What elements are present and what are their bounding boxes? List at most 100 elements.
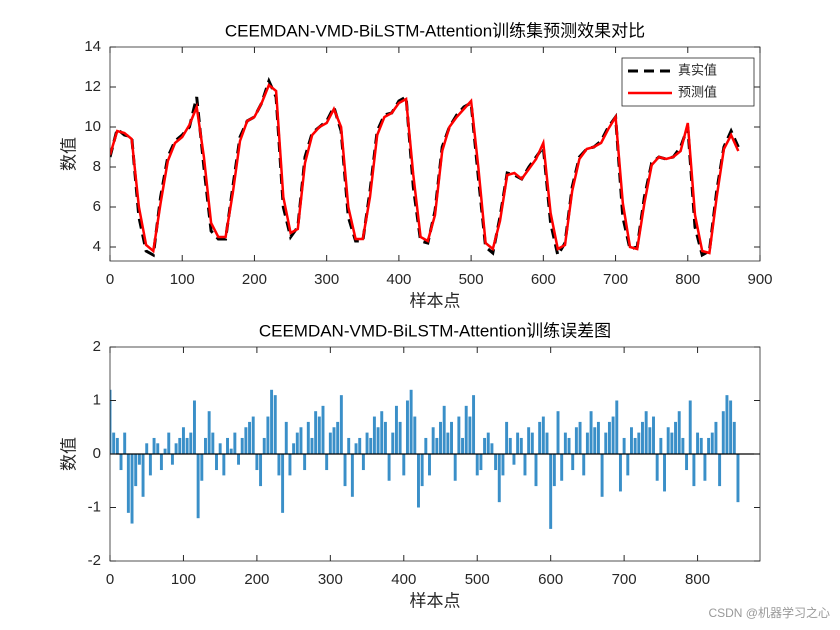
error-bar <box>262 437 266 454</box>
y-axis-label: 数值 <box>59 437 78 471</box>
error-bar <box>226 437 229 454</box>
error-bar <box>534 454 538 487</box>
y-tick-label: 6 <box>93 198 101 215</box>
legend-box <box>621 57 755 107</box>
error-bar <box>240 437 244 454</box>
error-bar <box>387 454 391 481</box>
error-bar <box>380 411 384 454</box>
error-bar <box>292 443 296 454</box>
error-bar <box>446 432 450 454</box>
error-bar <box>626 454 630 476</box>
error-bar <box>596 421 600 454</box>
error-bar <box>178 437 182 454</box>
error-bar <box>707 437 711 454</box>
x-tick-label: 400 <box>386 271 411 288</box>
error-bar <box>123 432 127 454</box>
error-bar <box>413 416 417 454</box>
error-bar <box>585 432 589 454</box>
error-bar <box>405 400 409 454</box>
error-bar <box>710 432 714 454</box>
error-bar <box>490 443 494 454</box>
error-bar <box>461 437 465 454</box>
error-bar <box>659 437 663 454</box>
error-bar <box>435 437 439 454</box>
x-tick-label: 700 <box>612 571 637 588</box>
error-bar <box>152 437 156 454</box>
y-tick-label: 10 <box>84 118 101 135</box>
error-bar <box>115 437 119 454</box>
error-bar <box>523 454 527 476</box>
error-bar <box>483 437 487 454</box>
error-bar <box>126 454 130 513</box>
y-axis-label: 数值 <box>59 137 78 171</box>
error-bar <box>644 411 648 454</box>
error-bar <box>229 448 233 454</box>
x-tick-label: 900 <box>747 271 772 288</box>
error-bar <box>266 416 270 454</box>
chart-title: CEEMDAN-VMD-BiLSTM-Attention训练误差图 <box>259 321 611 340</box>
axes-frame <box>109 46 761 262</box>
error-bar <box>442 405 446 454</box>
error-bar <box>475 454 479 476</box>
error-bar <box>604 432 608 454</box>
error-bar <box>211 432 215 454</box>
error-bar <box>383 421 387 454</box>
error-bar <box>681 437 685 454</box>
error-bar <box>167 432 171 454</box>
error-bar <box>729 400 733 454</box>
error-bar <box>600 454 604 497</box>
error-bar <box>692 454 696 487</box>
error-bar <box>516 432 520 454</box>
error-bar <box>358 437 362 454</box>
y-tick-label: 2 <box>93 338 101 355</box>
error-bar <box>130 454 134 524</box>
error-bar <box>181 427 185 454</box>
error-bar <box>571 454 575 471</box>
error-bar <box>457 416 461 454</box>
error-bar <box>365 432 369 454</box>
plot-layer <box>110 389 760 529</box>
error-bar <box>259 454 263 487</box>
error-bar <box>391 432 395 454</box>
error-bar <box>372 416 376 454</box>
error-bar <box>718 454 722 487</box>
error-bar <box>354 443 358 454</box>
error-bar <box>607 421 611 454</box>
error-bar <box>494 454 498 471</box>
x-tick-label: 300 <box>314 271 339 288</box>
error-bar <box>560 454 564 481</box>
error-bar <box>428 454 431 476</box>
error-bar <box>439 421 442 454</box>
error-bar <box>148 454 152 476</box>
error-bar <box>336 421 340 454</box>
error-bar <box>215 454 218 471</box>
error-bar <box>270 389 274 454</box>
error-bar <box>453 454 457 481</box>
x-tick-label: 100 <box>170 271 195 288</box>
error-bar <box>347 437 351 454</box>
x-tick-label: 100 <box>171 571 196 588</box>
error-bar <box>145 443 149 454</box>
error-bar <box>332 427 336 454</box>
error-bar <box>369 437 373 454</box>
x-tick-label: 800 <box>685 571 710 588</box>
error-bar <box>655 454 659 481</box>
error-bar <box>192 400 196 454</box>
error-bar <box>501 454 505 476</box>
error-bar <box>288 454 292 476</box>
error-bar <box>281 454 285 513</box>
error-bar <box>339 395 343 454</box>
x-tick-label: 700 <box>603 271 628 288</box>
error-bar <box>398 421 402 454</box>
error-bar <box>541 416 545 454</box>
error-bar <box>233 432 237 454</box>
error-bar <box>450 421 453 454</box>
error-bar <box>703 454 707 481</box>
error-bar <box>218 443 222 454</box>
error-bar <box>508 437 512 454</box>
y-tick-label: 12 <box>84 78 101 95</box>
legend-label: 预测值 <box>678 84 717 99</box>
error-bar <box>696 432 700 454</box>
error-bar <box>170 454 174 465</box>
